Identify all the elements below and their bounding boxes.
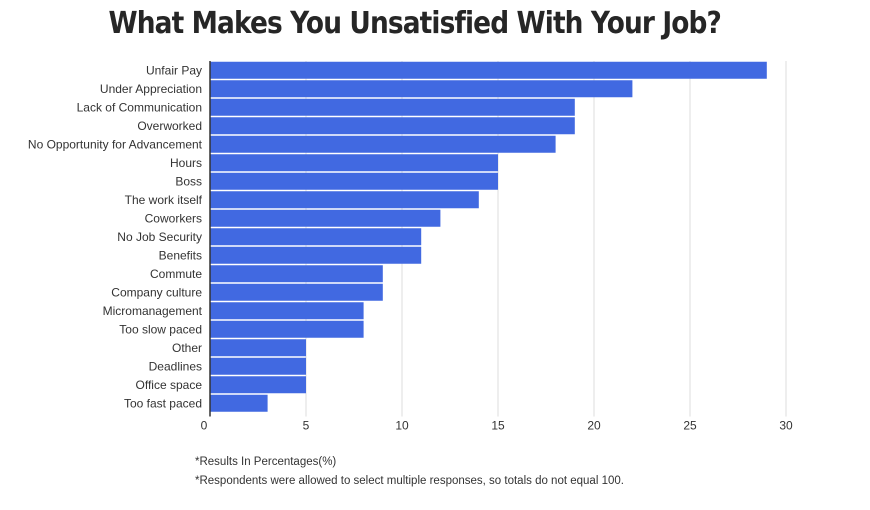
category-label: Under Appreciation — [100, 82, 202, 96]
category-label: Lack of Communication — [77, 100, 202, 114]
bar — [210, 394, 268, 412]
category-label: Overworked — [137, 119, 202, 133]
category-label: Company culture — [111, 285, 202, 299]
bar — [210, 376, 306, 394]
category-label: Too fast paced — [124, 396, 202, 410]
category-label: Benefits — [159, 248, 202, 262]
bar — [210, 357, 306, 375]
category-label: Other — [172, 341, 202, 355]
bar — [210, 339, 306, 357]
category-label: Unfair Pay — [146, 63, 202, 77]
bar — [210, 172, 498, 190]
bar — [210, 98, 575, 116]
chart-title: What Makes You Unsatisfied With Your Job… — [108, 6, 722, 41]
results-note: *Results In Percentages(%) — [195, 456, 337, 468]
category-label: Office space — [136, 378, 203, 392]
bar — [210, 80, 633, 98]
respondents-note: *Respondents were allowed to select mult… — [195, 475, 624, 487]
category-label: No Opportunity for Advancement — [28, 137, 203, 151]
x-tick-label: 20 — [587, 419, 601, 433]
bar — [210, 246, 422, 264]
bar — [210, 135, 556, 153]
bar — [210, 302, 364, 320]
x-tick-label: 30 — [779, 419, 793, 433]
category-label: Commute — [150, 267, 202, 281]
bar — [210, 117, 575, 135]
x-tick-label: 10 — [395, 419, 409, 433]
category-label: Hours — [170, 156, 202, 170]
bar — [210, 61, 767, 79]
x-tick-label: 25 — [683, 419, 697, 433]
bar — [210, 283, 383, 301]
category-label: No Job Security — [117, 230, 202, 244]
x-tick-label: 15 — [491, 419, 505, 433]
bar — [210, 154, 498, 172]
x-tick-label: 5 — [303, 419, 310, 433]
category-label: Deadlines — [149, 359, 202, 373]
x-tick-label: 0 — [201, 419, 208, 433]
category-label: Too slow paced — [119, 322, 202, 336]
bar — [210, 209, 441, 227]
bar — [210, 320, 364, 338]
bar — [210, 191, 479, 209]
category-label: Micromanagement — [103, 304, 203, 318]
category-label: Boss — [175, 174, 202, 188]
category-label: The work itself — [125, 193, 203, 207]
bar — [210, 265, 383, 283]
bar — [210, 228, 422, 246]
category-label: Coworkers — [145, 211, 202, 225]
